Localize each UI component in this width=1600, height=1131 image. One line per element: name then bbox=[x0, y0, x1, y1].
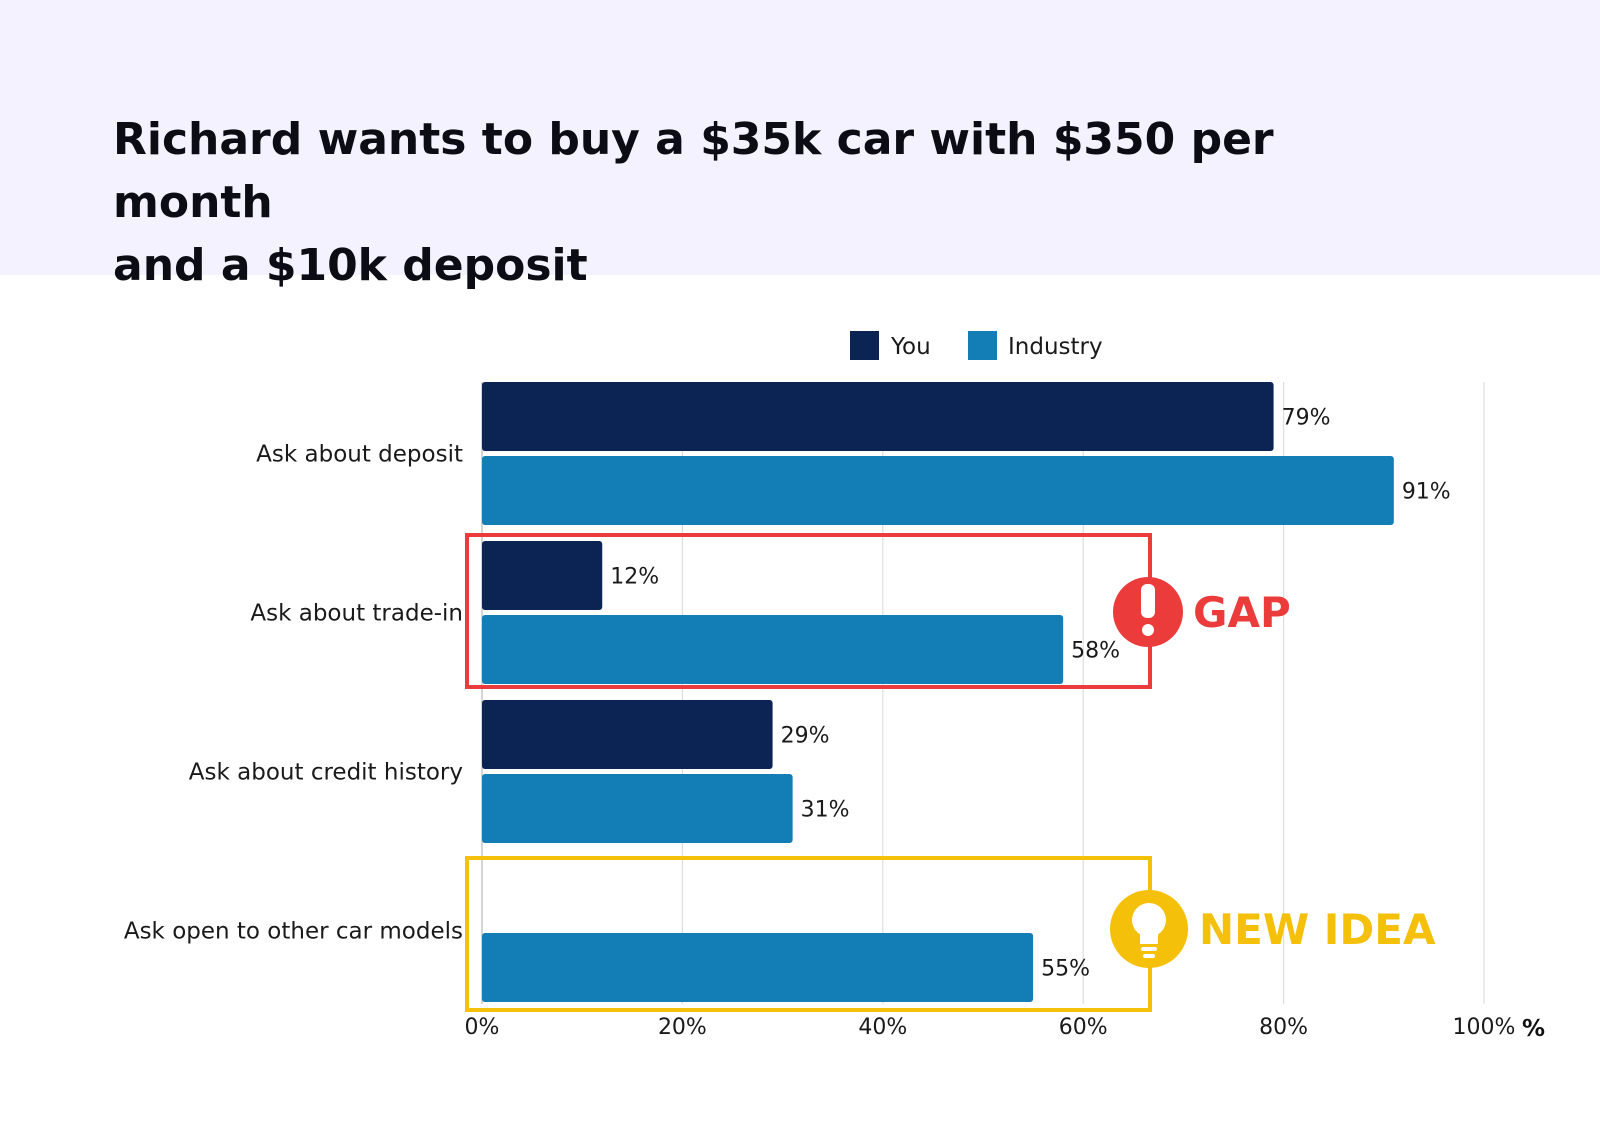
exclamation-stroke bbox=[1141, 584, 1155, 618]
data-label: 91% bbox=[1402, 480, 1451, 505]
lightbulb-glass bbox=[1132, 903, 1166, 937]
x-axis-unit: % bbox=[1522, 1016, 1545, 1042]
legend-swatch-industry bbox=[968, 331, 997, 360]
category-label: Ask about trade-in bbox=[250, 601, 463, 627]
bar-you bbox=[482, 382, 1274, 451]
bar-industry bbox=[482, 933, 1034, 1002]
category-label: Ask open to other car models bbox=[124, 919, 463, 945]
exclamation-dot bbox=[1142, 624, 1154, 636]
bar-industry bbox=[482, 774, 793, 843]
title-line-2: and a $10k deposit bbox=[113, 240, 588, 291]
lightbulb-tip bbox=[1143, 954, 1155, 958]
data-label: 79% bbox=[1282, 406, 1331, 431]
lightbulb-base bbox=[1141, 947, 1157, 951]
category-label: Ask about deposit bbox=[256, 442, 463, 468]
page-title: Richard wants to buy a $35k car with $35… bbox=[113, 108, 1413, 297]
legend-label-you: You bbox=[890, 334, 931, 360]
category-label: Ask about credit history bbox=[189, 760, 463, 786]
new-idea-label: NEW IDEA bbox=[1199, 905, 1436, 954]
x-tick-label: 0% bbox=[465, 1015, 500, 1040]
x-tick-label: 60% bbox=[1059, 1015, 1108, 1040]
x-tick-label: 40% bbox=[858, 1015, 907, 1040]
x-tick-label: 20% bbox=[658, 1015, 707, 1040]
data-label: 29% bbox=[781, 724, 830, 749]
data-label: 12% bbox=[610, 565, 659, 590]
x-tick-label: 80% bbox=[1259, 1015, 1308, 1040]
legend-swatch-you bbox=[850, 331, 879, 360]
bar-industry bbox=[482, 615, 1064, 684]
bar-you bbox=[482, 541, 603, 610]
x-tick-label: 100% bbox=[1453, 1015, 1516, 1040]
data-label: 55% bbox=[1041, 957, 1090, 982]
bar-industry bbox=[482, 456, 1394, 525]
gap-label: GAP bbox=[1193, 588, 1291, 637]
data-label: 31% bbox=[801, 798, 850, 823]
bar-you bbox=[482, 700, 773, 769]
title-line-1: Richard wants to buy a $35k car with $35… bbox=[113, 114, 1274, 228]
header-banner bbox=[0, 0, 1600, 275]
data-label: 58% bbox=[1071, 639, 1120, 664]
lightbulb-neck bbox=[1140, 930, 1158, 944]
legend-label-industry: Industry bbox=[1008, 334, 1103, 360]
